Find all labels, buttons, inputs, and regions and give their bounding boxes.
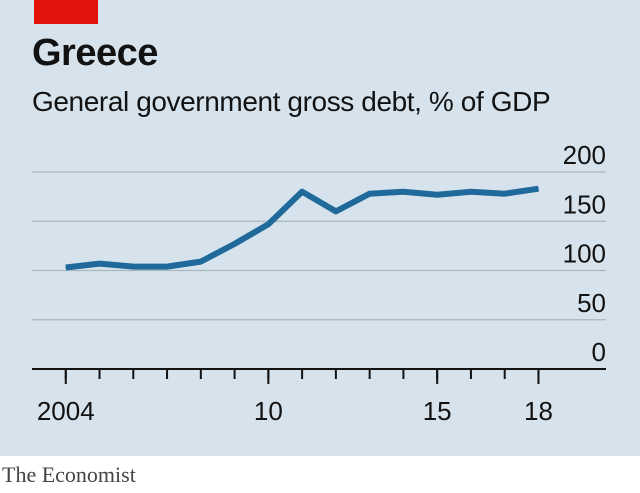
data-point-2017: [504, 193, 506, 195]
x-tick-label: 15: [423, 396, 452, 426]
data-point-2009: [234, 243, 236, 245]
data-point-2016: [470, 191, 472, 193]
chart-title: Greece: [32, 32, 158, 74]
y-tick-label: 50: [577, 288, 606, 318]
data-point-2007: [166, 266, 168, 268]
x-tick-label: 2004: [37, 396, 95, 426]
data-point-2012: [335, 210, 337, 212]
chart-panel: Greece General government gross debt, % …: [0, 0, 640, 456]
source-credit: The Economist: [2, 462, 136, 487]
data-point-2008: [200, 261, 202, 263]
data-point-2010: [267, 223, 269, 225]
data-point-2013: [369, 193, 371, 195]
series-line-debt: [65, 185, 539, 271]
y-tick-label: 0: [592, 337, 606, 367]
y-tick-label: 100: [563, 239, 606, 269]
y-tick-label: 150: [563, 189, 606, 219]
data-point-2014: [402, 191, 404, 193]
data-point-2004: [65, 267, 67, 269]
x-tick-label: 18: [524, 396, 553, 426]
brand-accent-bar: [34, 0, 98, 24]
data-point-2015: [436, 194, 438, 196]
y-tick-label: 200: [563, 140, 606, 170]
data-point-2018: [537, 188, 539, 190]
x-tick-label: 10: [254, 396, 283, 426]
chart-subtitle: General government gross debt, % of GDP: [32, 86, 551, 117]
line-chart: 0 50 100 150 200 2004 10 15 18: [32, 140, 606, 426]
data-point-2005: [99, 263, 101, 265]
data-point-2011: [301, 191, 303, 193]
data-point-2006: [132, 266, 134, 268]
